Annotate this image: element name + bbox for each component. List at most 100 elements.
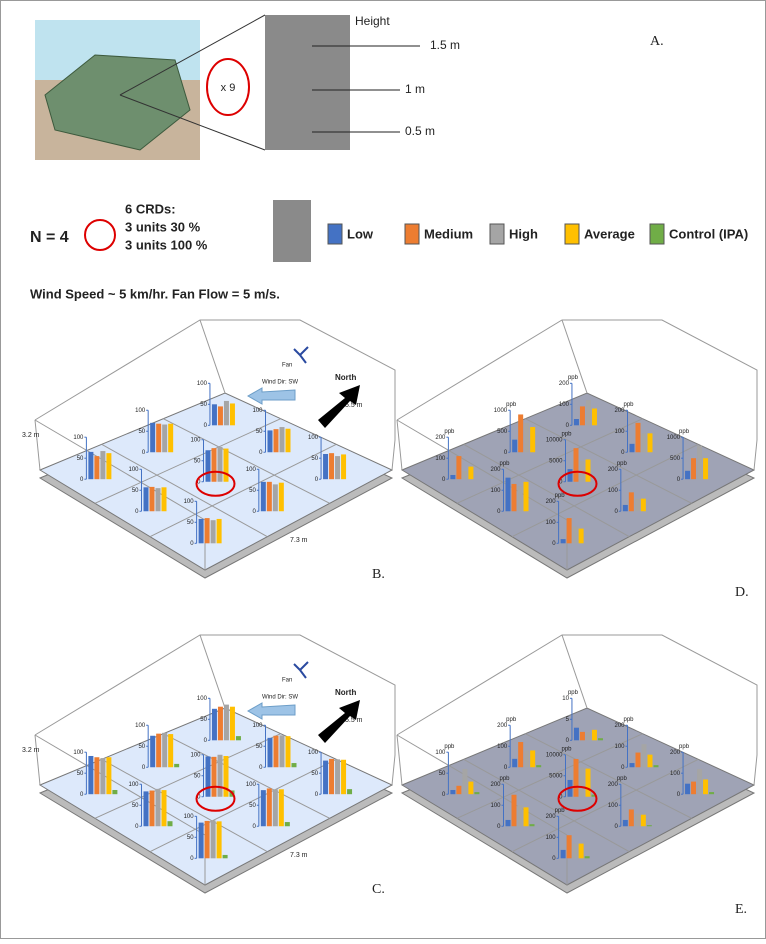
legend-swatch xyxy=(564,223,580,245)
mini-bar xyxy=(578,843,584,859)
mini-bar xyxy=(143,487,149,512)
panel-label: B. xyxy=(372,567,385,582)
mini-bar xyxy=(156,423,162,453)
mini-bar xyxy=(229,403,235,426)
mini-unit: ppb xyxy=(500,461,511,467)
mini-bar xyxy=(272,484,278,512)
mini-tick-label: 50 xyxy=(187,835,194,841)
mini-bar xyxy=(156,733,162,768)
crd-line: 3 units 100 % xyxy=(125,237,208,252)
tent-frame xyxy=(34,734,41,786)
highlight-circle xyxy=(195,470,236,497)
mini-bar xyxy=(573,727,579,741)
mini-bar xyxy=(573,758,579,797)
mini-tick-label: 100 xyxy=(73,750,84,756)
mini-tick-label: 0 xyxy=(677,477,681,483)
height-title: Height xyxy=(355,14,390,28)
floor-grid xyxy=(163,418,330,504)
mini-unit: ppb xyxy=(555,493,566,499)
mini-tick-label: 50 xyxy=(194,773,201,779)
height-label: 0.5 m xyxy=(405,124,435,138)
legend-label: Low xyxy=(347,226,374,241)
mini-unit: ppb xyxy=(679,744,690,750)
mini-bar xyxy=(518,414,524,453)
tent-frame xyxy=(391,754,396,786)
legend-swatch xyxy=(327,223,343,245)
mini-bar xyxy=(335,456,341,480)
mini-tick-label: 0 xyxy=(552,856,556,862)
mini-unit: ppb xyxy=(444,744,455,750)
mini-bar xyxy=(211,756,217,797)
mini-bar xyxy=(566,835,572,859)
mini-tick-label: 200 xyxy=(435,435,446,441)
mini-tick-label: 1000 xyxy=(494,408,508,414)
mini-bar xyxy=(229,706,235,741)
mini-tick-label: 100 xyxy=(490,488,501,494)
mini-tick-label: 5000 xyxy=(549,458,563,464)
mini-bar xyxy=(560,539,566,544)
mini-bar xyxy=(622,819,628,827)
mini-bar xyxy=(94,757,100,795)
mini-tick-label: 0 xyxy=(614,509,618,515)
mini-tick-label: 100 xyxy=(490,803,501,809)
tent-frame xyxy=(561,634,588,709)
mini-unit: ppb xyxy=(562,431,573,437)
mini-bar xyxy=(585,459,591,482)
mini-bar xyxy=(697,445,703,480)
mini-bar xyxy=(653,765,659,768)
mini-bar xyxy=(167,821,173,827)
mini-bar xyxy=(216,821,222,859)
highlight-circle xyxy=(557,785,598,812)
mini-tick-label: 0 xyxy=(566,738,570,744)
mini-bar xyxy=(512,439,518,453)
mini-bar xyxy=(629,443,635,453)
mini-bar xyxy=(223,704,229,741)
fan-label: Fan xyxy=(282,678,292,684)
mini-bar xyxy=(635,752,641,768)
floor-grid xyxy=(149,758,337,853)
mini-bar xyxy=(150,735,156,768)
mini-tick-label: 100 xyxy=(614,429,625,435)
mini-bar xyxy=(266,481,272,512)
mini-bar xyxy=(106,757,112,795)
floor-grid xyxy=(525,418,692,504)
mini-bar xyxy=(204,518,210,544)
mini-bar xyxy=(260,481,266,512)
mini-tick-label: 200 xyxy=(608,782,619,788)
dimension: 5.5 m xyxy=(345,402,363,409)
mini-bar xyxy=(223,448,229,482)
mini-tick-label: 1000 xyxy=(667,435,681,441)
mini-bar xyxy=(456,456,462,480)
mini-unit: ppb xyxy=(679,429,690,435)
mini-unit: ppb xyxy=(562,746,573,752)
mini-bar xyxy=(267,430,273,453)
panel-label: D. xyxy=(735,585,749,600)
mini-tick-label: 100 xyxy=(135,408,146,414)
mini-bar xyxy=(566,518,572,544)
mini-tick-label: 100 xyxy=(559,402,570,408)
mini-bar xyxy=(278,482,284,512)
mini-bar xyxy=(529,824,535,827)
mini-tick-label: 100 xyxy=(608,488,619,494)
mini-bar xyxy=(205,450,211,482)
mini-bar xyxy=(278,789,284,827)
floor-grid xyxy=(525,733,692,819)
mini-tick-label: 50 xyxy=(311,456,318,462)
sampler-icon xyxy=(273,200,311,262)
mini-bar xyxy=(573,419,579,426)
mini-tick-label: 50 xyxy=(249,488,256,494)
mini-bar xyxy=(273,735,279,768)
mini-bar xyxy=(517,805,523,827)
mini-bar xyxy=(635,422,641,453)
mini-bar xyxy=(347,789,353,795)
mini-tick-label: 50 xyxy=(77,456,84,462)
mini-bar xyxy=(462,768,468,795)
mini-tick-label: 50 xyxy=(132,488,139,494)
mini-unit: ppb xyxy=(568,375,579,381)
mini-bar xyxy=(168,734,174,768)
mini-bar xyxy=(155,488,161,512)
mini-tick-label: 0 xyxy=(614,824,618,830)
tent-frame xyxy=(561,319,588,394)
tent-frame xyxy=(396,419,568,521)
